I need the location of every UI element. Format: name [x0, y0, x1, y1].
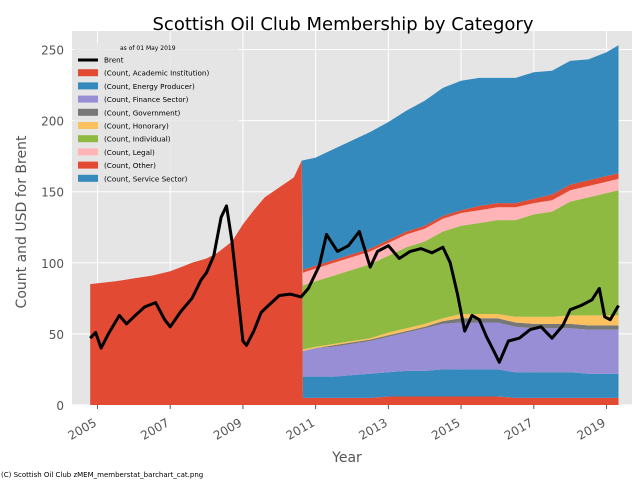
- y-tick-label: 50: [49, 328, 64, 342]
- legend: as of 01 May 2019 Brent (Count, Academic …: [74, 43, 239, 185]
- legend-swatch-1: [78, 82, 98, 90]
- y-axis-label: Count and USD for Brent: [14, 135, 30, 308]
- legend-swatch-3: [78, 108, 98, 116]
- brent-line: [89, 204, 620, 364]
- y-tick-label: 250: [41, 43, 64, 57]
- x-tick-label: 2019: [575, 415, 608, 442]
- y-tick-label: 100: [41, 257, 64, 271]
- legend-swatch-8: [78, 174, 98, 182]
- legend-label-0: (Count, Academic Institution): [104, 69, 209, 78]
- x-tick-label: 2009: [211, 415, 244, 442]
- legend-swatch-2: [78, 95, 98, 103]
- chart-title: Scottish Oil Club Membership by Category: [153, 14, 534, 35]
- area-series-5: [90, 160, 619, 350]
- x-axis-label: Year: [331, 450, 362, 466]
- x-tick-label: 2007: [138, 415, 171, 442]
- x-tick-label: 2013: [356, 415, 389, 442]
- legend-label-brent: Brent: [104, 56, 124, 65]
- stacked-areas: [90, 45, 619, 405]
- legend-label-1: (Count, Energy Producer): [104, 82, 195, 91]
- y-axis: 0 50 100 150 200 250: [41, 43, 64, 413]
- area-series-6: [90, 160, 619, 286]
- legend-swatch-6: [78, 148, 98, 156]
- legend-subtitle: as of 01 May 2019: [120, 45, 176, 52]
- footer-credit: (C) Scottish Oil Club zMEM_memberstat_ba…: [1, 471, 204, 479]
- legend-label-4: (Count, Honorary): [104, 122, 169, 131]
- x-axis: 2005 2007 2009 2011 2013 2015 2017 2019: [66, 405, 608, 443]
- brent-line-layer: [89, 204, 620, 364]
- legend-label-7: (Count, Other): [104, 161, 156, 170]
- y-tick-label: 0: [56, 399, 64, 413]
- legend-label-6: (Count, Legal): [104, 148, 155, 157]
- x-tick-label: 2015: [429, 415, 462, 442]
- x-tick-label: 2011: [284, 415, 317, 442]
- legend-swatch-7: [78, 161, 98, 169]
- legend-box: [74, 43, 239, 185]
- legend-label-5: (Count, Individual): [104, 135, 171, 144]
- legend-swatch-0: [78, 69, 98, 77]
- legend-label-8: (Count, Service Sector): [104, 174, 188, 183]
- legend-label-3: (Count, Government): [104, 108, 181, 117]
- legend-swatch-5: [78, 135, 98, 143]
- legend-swatch-4: [78, 122, 98, 129]
- legend-label-2: (Count, Finance Sector): [104, 95, 189, 104]
- area-series-8: [90, 45, 619, 285]
- x-tick-label: 2017: [502, 415, 535, 442]
- area-series-0: [90, 160, 619, 405]
- x-tick-label: 2005: [66, 415, 99, 442]
- y-tick-label: 200: [41, 115, 64, 129]
- area-series-2: [90, 160, 619, 377]
- y-tick-label: 150: [41, 186, 64, 200]
- area-series-1: [90, 160, 619, 398]
